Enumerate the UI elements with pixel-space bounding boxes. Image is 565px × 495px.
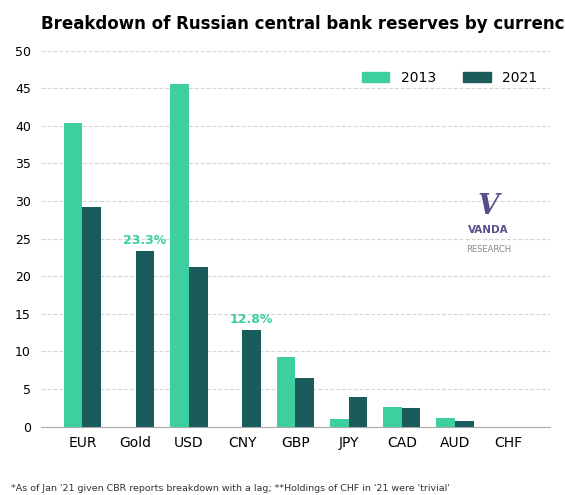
Bar <box>349 397 367 427</box>
Text: V: V <box>478 193 499 220</box>
Bar <box>170 84 189 427</box>
Bar <box>136 251 154 427</box>
Bar <box>242 330 261 427</box>
Bar <box>383 407 402 427</box>
Legend: 2013, 2021: 2013, 2021 <box>356 65 543 90</box>
Text: Breakdown of Russian central bank reserves by currency (%): Breakdown of Russian central bank reserv… <box>41 15 565 33</box>
Bar <box>402 408 420 427</box>
Bar <box>189 267 207 427</box>
Bar <box>295 379 314 427</box>
Text: 23.3%: 23.3% <box>123 234 167 247</box>
Bar <box>277 357 295 427</box>
Text: *As of Jan '21 given CBR reports breakdown with a lag; **Holdings of CHF in '21 : *As of Jan '21 given CBR reports breakdo… <box>11 484 450 493</box>
Text: VANDA: VANDA <box>468 225 509 235</box>
Bar <box>455 421 473 427</box>
Bar <box>64 123 82 427</box>
Bar <box>436 418 455 427</box>
Text: RESEARCH: RESEARCH <box>466 245 511 254</box>
Text: 12.8%: 12.8% <box>230 313 273 326</box>
Bar <box>82 207 101 427</box>
Bar <box>330 419 349 427</box>
